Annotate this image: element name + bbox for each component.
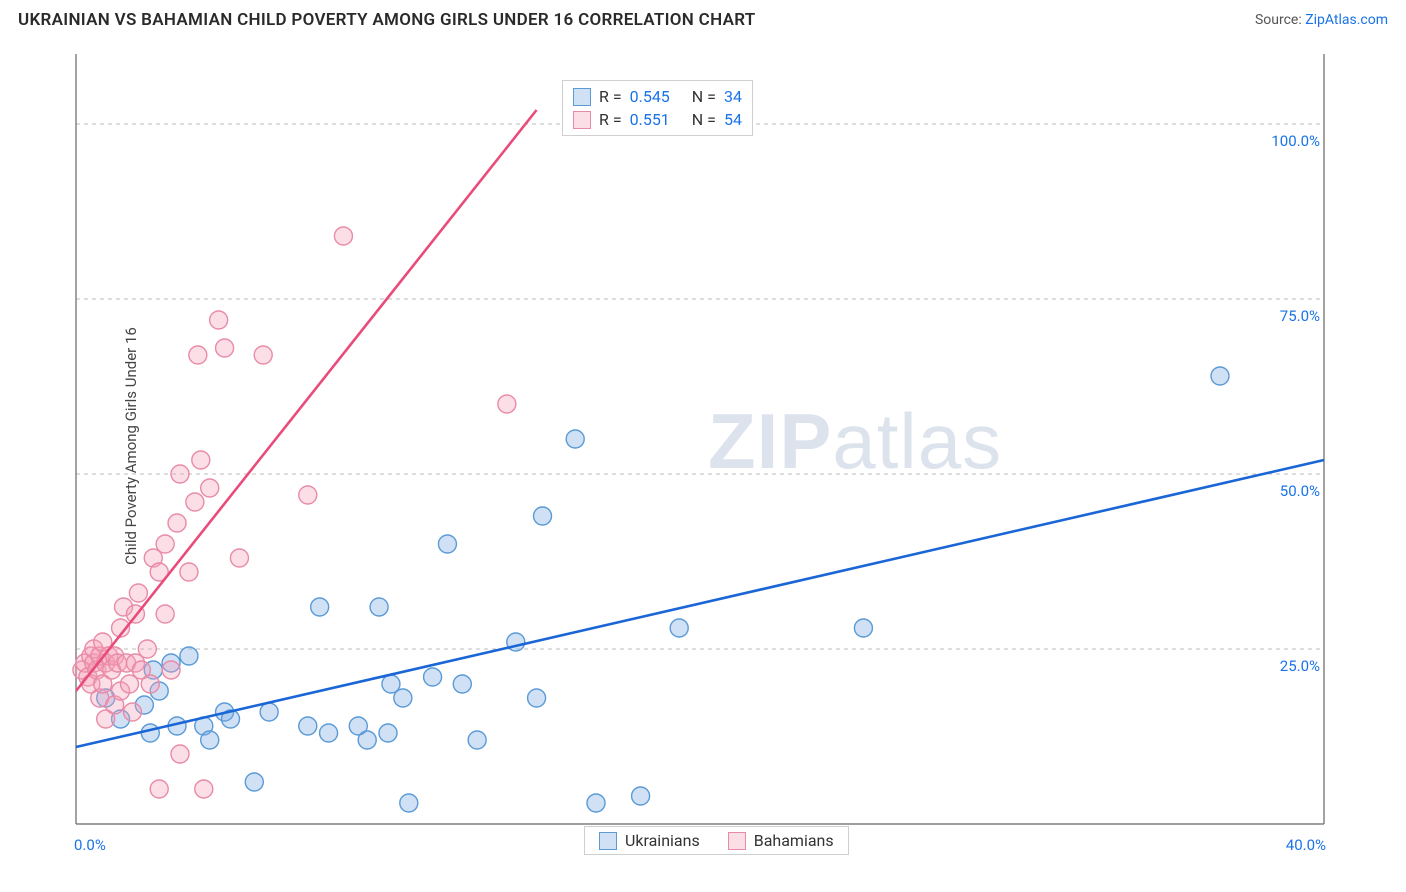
data-point <box>528 689 546 707</box>
data-point <box>632 787 650 805</box>
data-point <box>854 619 872 637</box>
stat-r-label: R = <box>599 87 622 106</box>
data-point <box>453 675 471 693</box>
data-point <box>150 780 168 798</box>
data-point <box>245 773 263 791</box>
data-point <box>370 598 388 616</box>
series-legend: Ukrainians Bahamians <box>584 826 849 855</box>
data-point <box>566 430 584 448</box>
data-point <box>192 451 210 469</box>
legend-label: Ukrainians <box>625 831 700 850</box>
stats-row: R = 0.551 N = 54 <box>573 108 742 131</box>
data-point <box>1211 367 1229 385</box>
data-point <box>534 507 552 525</box>
x-tick-label: 0.0% <box>74 836 106 854</box>
source-attribution: Source: ZipAtlas.com <box>1255 12 1388 28</box>
data-point <box>210 311 228 329</box>
chart-area: Child Poverty Among Girls Under 16 25.0%… <box>18 36 1388 856</box>
data-point <box>156 605 174 623</box>
data-point <box>498 395 516 413</box>
series-swatch <box>573 111 591 129</box>
data-point <box>230 549 248 567</box>
stat-r-value: 0.551 <box>630 110 670 129</box>
data-point <box>670 619 688 637</box>
data-point <box>156 535 174 553</box>
data-point <box>141 724 159 742</box>
y-tick-label: 50.0% <box>1280 482 1320 500</box>
data-point <box>254 346 272 364</box>
data-point <box>168 514 186 532</box>
source-link[interactable]: ZipAtlas.com <box>1305 12 1388 28</box>
stat-n-label: N = <box>692 87 716 106</box>
source-label: Source: <box>1255 12 1302 28</box>
data-point <box>311 598 329 616</box>
data-point <box>171 745 189 763</box>
data-point <box>358 731 376 749</box>
data-point <box>186 493 204 511</box>
data-point <box>394 689 412 707</box>
stats-row: R = 0.545 N = 34 <box>573 85 742 108</box>
data-point <box>171 465 189 483</box>
data-point <box>123 703 141 721</box>
data-point <box>334 227 352 245</box>
data-point <box>141 675 159 693</box>
data-point <box>189 346 207 364</box>
data-point <box>180 647 198 665</box>
stat-n-value: 54 <box>724 110 742 129</box>
data-point <box>299 486 317 504</box>
data-point <box>320 724 338 742</box>
x-tick-label: 40.0% <box>1286 836 1326 854</box>
trend-line <box>76 110 537 691</box>
legend-label: Bahamians <box>754 831 834 850</box>
trend-line <box>76 460 1324 747</box>
chart-title: UKRAINIAN VS BAHAMIAN CHILD POVERTY AMON… <box>18 10 756 30</box>
data-point <box>162 661 180 679</box>
y-tick-label: 25.0% <box>1280 657 1320 675</box>
data-point <box>180 563 198 581</box>
data-point <box>587 794 605 812</box>
legend-item: Ukrainians <box>599 831 700 850</box>
data-point <box>299 717 317 735</box>
legend-item: Bahamians <box>728 831 834 850</box>
data-point <box>400 794 418 812</box>
y-tick-label: 100.0% <box>1271 132 1320 150</box>
data-point <box>216 339 234 357</box>
data-point <box>468 731 486 749</box>
data-point <box>424 668 442 686</box>
data-point <box>201 479 219 497</box>
legend-swatch <box>599 832 617 850</box>
data-point <box>195 780 213 798</box>
data-point <box>260 703 278 721</box>
stat-r-label: R = <box>599 110 622 129</box>
data-point <box>379 724 397 742</box>
stat-r-value: 0.545 <box>630 87 670 106</box>
y-tick-label: 75.0% <box>1280 307 1320 325</box>
stat-n-label: N = <box>692 110 716 129</box>
series-swatch <box>573 88 591 106</box>
stat-n-value: 34 <box>724 87 742 106</box>
data-point <box>129 584 147 602</box>
y-axis-label: Child Poverty Among Girls Under 16 <box>122 327 140 565</box>
data-point <box>438 535 456 553</box>
legend-swatch <box>728 832 746 850</box>
scatter-chart-svg: 25.0% 50.0% 75.0% 100.0% 0.0% 40.0% <box>18 36 1388 856</box>
correlation-stats-box: R = 0.545 N = 34 R = 0.551 N = 54 <box>562 80 753 136</box>
data-point <box>201 731 219 749</box>
data-point <box>138 640 156 658</box>
